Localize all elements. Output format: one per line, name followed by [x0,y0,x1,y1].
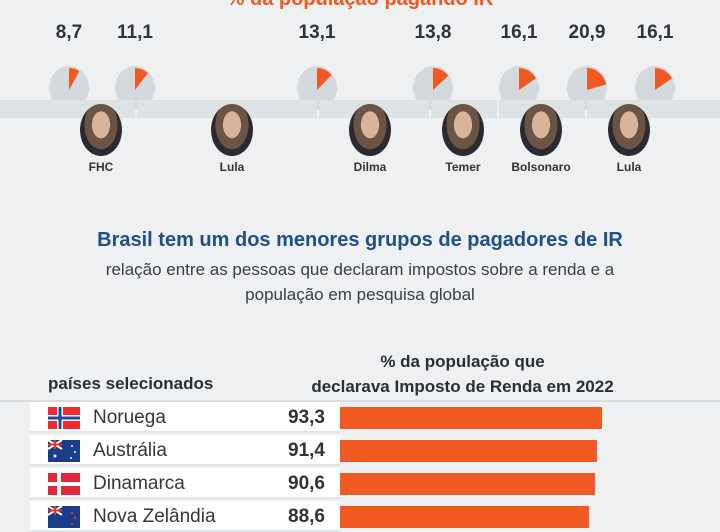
table-row [30,435,340,466]
table-row [30,468,340,499]
country-name: Noruega [93,407,166,428]
country-name: Austrália [93,440,167,461]
pie-chart [635,66,675,110]
president-photo [80,104,122,156]
bar-value-label: 93,3 [288,407,325,428]
president-name: Temer [445,160,481,174]
column-header-percentage: % da população que declarava Imposto de … [280,349,645,399]
pie-value-label: 11,1 [117,22,153,43]
timeline-title: % da população pagando IR [0,0,720,11]
column-header-countries: países selecionados [48,374,214,393]
table-row [30,402,340,433]
denmark-flag-icon [48,473,80,495]
pie-value-label: 16,1 [636,22,674,43]
table-row [30,501,340,532]
pie-value-label: 13,8 [414,22,452,43]
president-name: Lula [616,160,642,174]
president-photo [442,104,484,156]
pie-chart [413,66,453,110]
bar-value-label: 91,4 [288,440,325,461]
section-subtitle: relação entre as pessoas que declaram im… [0,257,720,307]
bar [340,440,597,462]
pie-slice [655,68,672,90]
pie-slice [135,68,148,90]
pie-slice [519,68,536,90]
header-divider [0,400,720,402]
pie-chart [499,66,539,110]
country-name: Nova Zelândia [93,506,216,527]
bar-value-label: 88,6 [288,506,325,527]
header-line: % da população que [380,352,545,371]
president-photo [211,104,253,156]
president-name: Bolsonaro [511,160,571,174]
pie-chart [297,66,337,110]
bar-value-label: 90,6 [288,473,325,494]
pie-chart [49,66,89,110]
president-photo [349,104,391,156]
header-line: declarava Imposto de Renda em 2022 [311,377,614,396]
bar [340,407,603,429]
pie-slice [587,68,607,90]
country-name: Dinamarca [93,473,185,494]
pie-slice [433,68,449,90]
pie-value-label: 20,9 [568,22,606,43]
pie-value-label: 16,1 [500,22,538,43]
pie-chart [567,66,607,110]
subtitle-line: população em pesquisa global [245,285,475,304]
timeline-band [587,100,720,118]
president-name: Dilma [353,160,387,174]
president-name: FHC [88,160,114,174]
section-title: Brasil tem um dos menores grupos de paga… [97,229,623,251]
bar [340,473,595,495]
pie-value-label: 13,1 [298,22,336,43]
president-name: Lula [219,160,245,174]
norway-flag-icon [48,407,80,429]
subtitle-line: relação entre as pessoas que declaram im… [105,260,615,279]
pie-slice [69,68,80,90]
pie-chart [115,66,155,110]
pie-value-label: 8,7 [55,22,83,43]
president-photo [520,104,562,156]
australia-flag-icon [48,440,80,462]
president-photo [608,104,650,156]
pie-slice [317,68,332,90]
new-zealand-flag-icon [48,506,80,528]
bar [340,506,589,528]
